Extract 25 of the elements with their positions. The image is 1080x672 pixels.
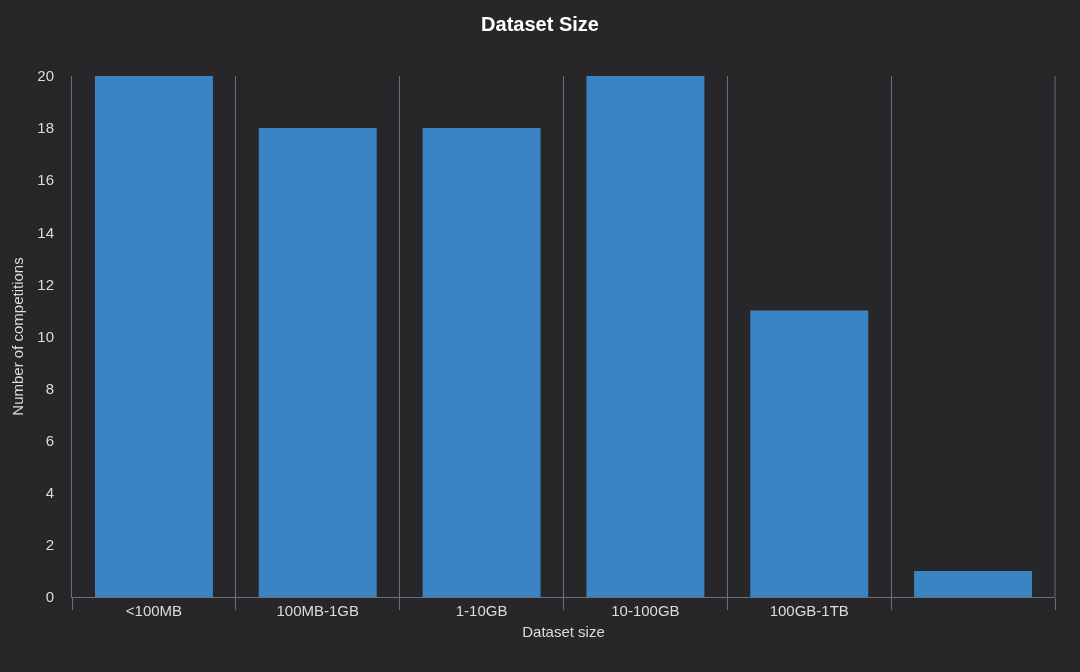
x-tick-label: 100GB-1TB bbox=[769, 602, 849, 619]
y-axis-title: Number of competitions bbox=[8, 257, 26, 416]
x-tick-label: 100MB-1GB bbox=[276, 602, 360, 619]
x-tick-label: <100MB bbox=[125, 602, 183, 619]
x-tick-label: 1-10GB bbox=[455, 602, 508, 619]
y-tick-label: 20 bbox=[37, 67, 54, 85]
y-tick-label: 6 bbox=[45, 431, 54, 449]
bar bbox=[422, 128, 541, 597]
y-tick-label: 10 bbox=[37, 327, 54, 345]
bar bbox=[914, 570, 1033, 597]
x-axis-title: Dataset size bbox=[522, 623, 605, 640]
bar bbox=[94, 76, 213, 597]
bar bbox=[586, 76, 705, 597]
y-tick-label: 14 bbox=[37, 223, 54, 241]
y-tick-label: 12 bbox=[37, 275, 54, 293]
bar bbox=[750, 310, 869, 597]
y-tick-label: 8 bbox=[45, 379, 54, 397]
y-tick-label: 18 bbox=[37, 119, 54, 137]
y-tick-label: 4 bbox=[45, 484, 54, 502]
y-tick-label: 16 bbox=[37, 171, 54, 189]
y-tick-label: 2 bbox=[45, 536, 54, 554]
y-tick-label: 0 bbox=[45, 588, 54, 606]
chart-title: Dataset Size bbox=[481, 12, 599, 35]
x-tick-label: 10-100GB bbox=[611, 602, 680, 619]
bar bbox=[258, 128, 377, 597]
